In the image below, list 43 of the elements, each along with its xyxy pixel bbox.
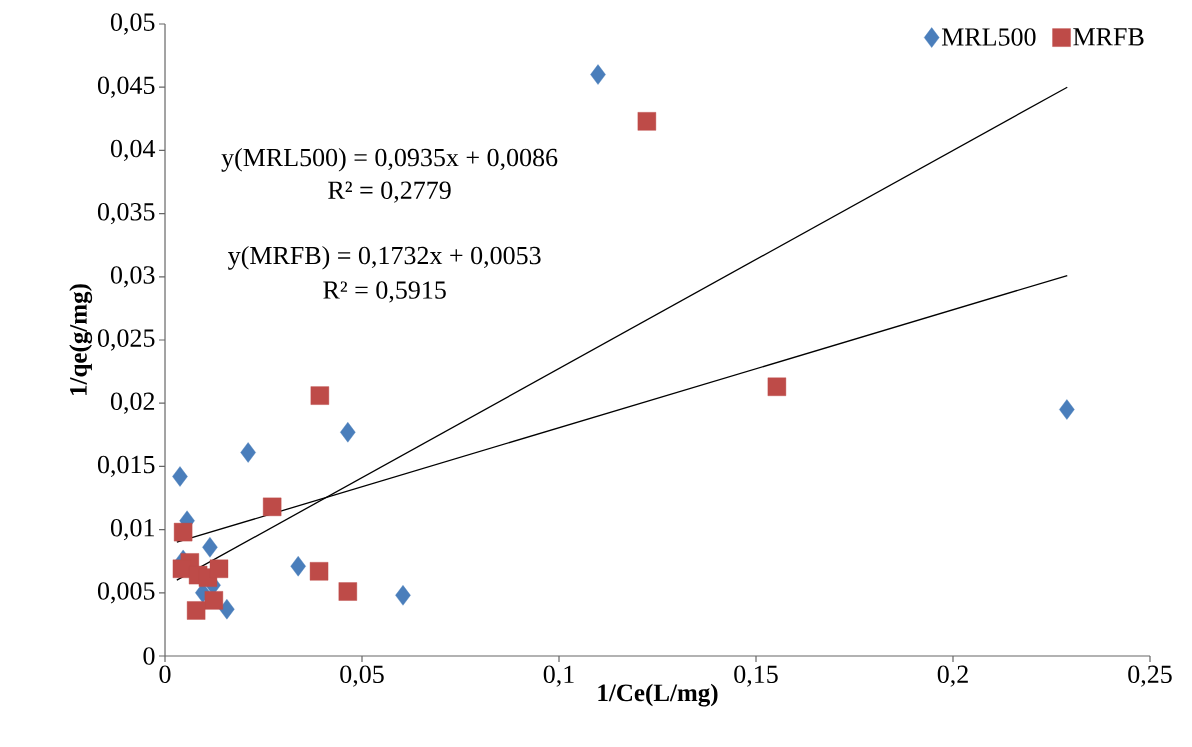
point bbox=[204, 591, 224, 610]
y-tick-label: 0,02 bbox=[110, 392, 155, 414]
annotation: y(MRFB) = 0,1732x + 0,0053 bbox=[228, 246, 541, 270]
point bbox=[209, 559, 229, 578]
point bbox=[767, 377, 787, 396]
x-tick-label: 0,25 bbox=[1128, 665, 1172, 687]
y-tick-label: 0,005 bbox=[97, 582, 155, 604]
x-tick-label: 0,05 bbox=[340, 665, 384, 687]
point bbox=[186, 601, 206, 620]
y-tick-label: 0,045 bbox=[97, 76, 155, 98]
point bbox=[309, 562, 329, 581]
x-tick-label: 0 bbox=[159, 665, 171, 684]
point bbox=[262, 497, 282, 517]
point bbox=[637, 112, 657, 131]
y-tick-label: 0 bbox=[143, 647, 155, 665]
point bbox=[240, 442, 256, 463]
y-tick-label: 0,015 bbox=[97, 455, 155, 478]
x-tick-label: 0,2 bbox=[937, 665, 968, 687]
point bbox=[202, 537, 218, 558]
annotation: R² = 0,5915 bbox=[323, 281, 446, 303]
y-tick-label: 0,05 bbox=[110, 13, 155, 35]
point bbox=[395, 585, 411, 606]
legend-label: MRL500 bbox=[941, 28, 1036, 46]
point bbox=[338, 582, 358, 601]
point bbox=[340, 422, 356, 443]
y-tick-label: 0,01 bbox=[110, 518, 154, 541]
x-tick-label: 0,1 bbox=[543, 665, 574, 687]
legend-label: MRFB bbox=[1073, 28, 1144, 46]
x-tick-label: 0,15 bbox=[734, 665, 778, 687]
y-tick-label: 0,04 bbox=[110, 139, 156, 162]
point bbox=[172, 466, 188, 487]
y-axis-title: 1/qe(g/mg) bbox=[69, 284, 93, 395]
point bbox=[590, 64, 606, 85]
x-axis-title: 1/Ce(L/mg) bbox=[598, 683, 718, 707]
y-tick-label: 0,035 bbox=[97, 202, 155, 225]
point bbox=[310, 386, 330, 405]
y-tick-label: 0,03 bbox=[110, 266, 155, 288]
point bbox=[290, 556, 306, 577]
annotation: y(MRL500) = 0,0935x + 0,0086 bbox=[221, 148, 558, 172]
annotation: R² = 0,2779 bbox=[328, 181, 451, 203]
point bbox=[1059, 399, 1075, 420]
point bbox=[173, 522, 193, 542]
y-tick-label: 0,025 bbox=[97, 329, 155, 351]
